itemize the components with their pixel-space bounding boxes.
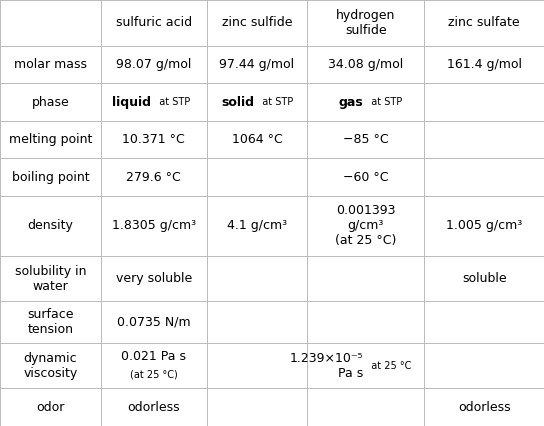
Text: (at 25 °C): (at 25 °C) xyxy=(130,370,177,380)
Text: odorless: odorless xyxy=(458,401,510,414)
Text: dynamic
viscosity: dynamic viscosity xyxy=(23,351,77,380)
Text: −85 °C: −85 °C xyxy=(343,133,388,146)
Text: density: density xyxy=(27,219,73,232)
Text: solid: solid xyxy=(221,96,254,109)
Text: 161.4 g/mol: 161.4 g/mol xyxy=(447,58,522,71)
Text: at STP: at STP xyxy=(152,97,190,107)
Text: gas: gas xyxy=(338,96,363,109)
Text: 4.1 g/cm³: 4.1 g/cm³ xyxy=(227,219,287,232)
Text: zinc sulfide: zinc sulfide xyxy=(222,17,292,29)
Text: 98.07 g/mol: 98.07 g/mol xyxy=(116,58,191,71)
Text: at STP: at STP xyxy=(364,97,402,107)
Text: zinc sulfate: zinc sulfate xyxy=(448,17,520,29)
Text: odor: odor xyxy=(36,401,65,414)
Text: 279.6 °C: 279.6 °C xyxy=(126,171,181,184)
Text: at 25 °C: at 25 °C xyxy=(364,360,411,371)
Text: 1.005 g/cm³: 1.005 g/cm³ xyxy=(446,219,522,232)
Text: liquid: liquid xyxy=(112,96,151,109)
Text: sulfuric acid: sulfuric acid xyxy=(116,17,191,29)
Text: surface
tension: surface tension xyxy=(27,308,73,336)
Text: 10.371 °C: 10.371 °C xyxy=(122,133,185,146)
Text: phase: phase xyxy=(32,96,69,109)
Text: hydrogen
sulfide: hydrogen sulfide xyxy=(336,9,395,37)
Text: 0.0735 N/m: 0.0735 N/m xyxy=(117,316,190,328)
Text: molar mass: molar mass xyxy=(14,58,87,71)
Text: 1.239×10⁻⁵
Pa s: 1.239×10⁻⁵ Pa s xyxy=(289,351,363,380)
Text: 1.8305 g/cm³: 1.8305 g/cm³ xyxy=(112,219,196,232)
Text: soluble: soluble xyxy=(462,272,506,285)
Text: odorless: odorless xyxy=(127,401,180,414)
Text: 1064 °C: 1064 °C xyxy=(232,133,282,146)
Text: 0.001393
g/cm³
(at 25 °C): 0.001393 g/cm³ (at 25 °C) xyxy=(335,204,397,248)
Text: at STP: at STP xyxy=(256,97,293,107)
Text: 34.08 g/mol: 34.08 g/mol xyxy=(328,58,404,71)
Text: solubility in
water: solubility in water xyxy=(15,265,86,293)
Text: −60 °C: −60 °C xyxy=(343,171,388,184)
Text: melting point: melting point xyxy=(9,133,92,146)
Text: 97.44 g/mol: 97.44 g/mol xyxy=(219,58,295,71)
Text: boiling point: boiling point xyxy=(11,171,89,184)
Text: very soluble: very soluble xyxy=(115,272,192,285)
Text: 0.021 Pa s: 0.021 Pa s xyxy=(121,350,186,363)
